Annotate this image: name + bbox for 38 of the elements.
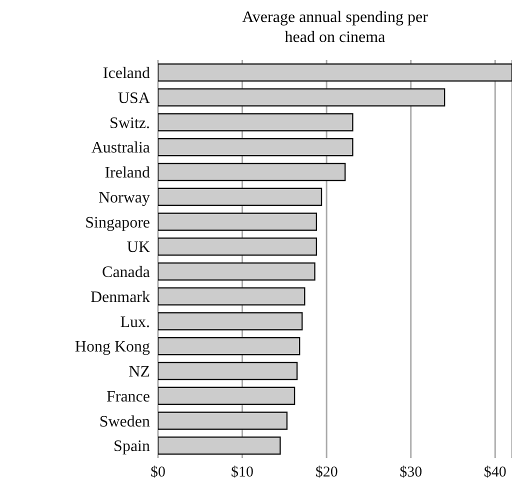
y-tick-label: NZ <box>128 364 150 381</box>
y-tick-label: Sweden <box>99 413 150 430</box>
chart-title: Average annual spending per head on cinema <box>241 8 429 48</box>
x-tick-label: $20 <box>315 464 338 481</box>
y-tick-label: USA <box>118 90 150 107</box>
bar <box>158 386 296 405</box>
bar <box>158 262 316 281</box>
bar <box>158 88 446 106</box>
bar <box>158 188 322 206</box>
y-tick-label: Switz. <box>110 114 150 132</box>
bar <box>158 436 281 455</box>
y-tick-label: France <box>106 388 150 406</box>
y-tick-label: Iceland <box>102 65 150 82</box>
x-tick-label: $10 <box>231 464 254 481</box>
y-tick-label: Hong Kong <box>74 338 150 356</box>
y-tick-label: Singapore <box>85 214 150 232</box>
y-tick-label: Spain <box>114 438 150 456</box>
x-tick-label: $30 <box>400 464 422 481</box>
y-tick-label: Denmark <box>90 288 150 306</box>
bar <box>158 138 354 156</box>
x-tick-label: $0 <box>150 464 166 481</box>
bar <box>158 212 318 231</box>
bar <box>158 362 298 380</box>
y-tick-label: UK <box>126 239 150 256</box>
bar <box>158 412 288 430</box>
bar <box>158 63 512 82</box>
bar <box>158 238 318 256</box>
y-tick-label: Australia <box>91 140 150 157</box>
bar <box>158 312 303 330</box>
bar <box>158 287 306 306</box>
y-tick-label: Canada <box>102 264 150 282</box>
bar <box>158 337 300 356</box>
bar <box>158 162 346 182</box>
y-tick-label: Lux. <box>120 314 150 331</box>
y-tick-label: Norway <box>98 189 150 206</box>
y-tick-label: Ireland <box>104 164 150 182</box>
bar <box>158 113 354 132</box>
x-tick-label: $40 <box>484 464 506 481</box>
